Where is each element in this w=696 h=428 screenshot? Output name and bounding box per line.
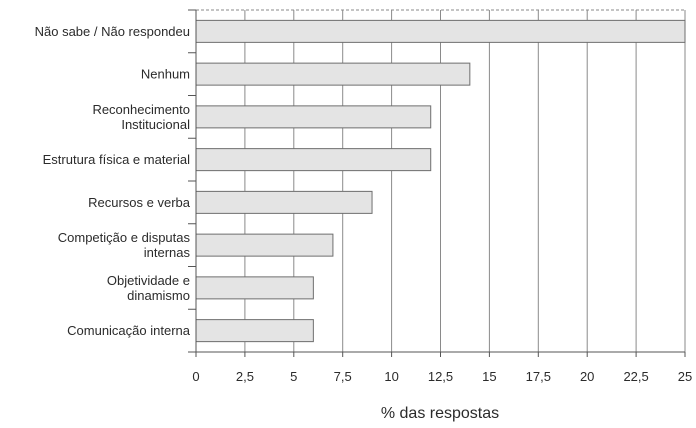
x-tick-label: 20	[580, 369, 594, 384]
axes	[188, 9, 686, 357]
category-label: Estrutura física e material	[43, 152, 190, 167]
x-tick-label: 5	[290, 369, 297, 384]
category-label: Nenhum	[141, 67, 190, 82]
bar	[195, 105, 432, 129]
bar	[195, 19, 686, 43]
x-tick-label: 17,5	[526, 369, 551, 384]
x-tick-label: 12,5	[428, 369, 453, 384]
x-tick-label: 25	[678, 369, 692, 384]
category-label: Objetividade e dinamismo	[107, 273, 190, 303]
category-label: Recursos e verba	[88, 195, 191, 210]
x-axis-title: % das respostas	[381, 405, 499, 422]
x-tick-labels: 0 2,5 5 7,5 10 12,5 15 17,5 20 22,5 25	[192, 369, 692, 384]
bar	[195, 148, 432, 172]
x-tick-label: 2,5	[236, 369, 254, 384]
x-tick-label: 7,5	[334, 369, 352, 384]
grid	[196, 9, 686, 352]
category-label: Competição e disputas internas	[58, 230, 191, 260]
x-tick-label: 0	[192, 369, 199, 384]
x-tick-label: 15	[482, 369, 496, 384]
bar	[195, 190, 373, 214]
category-labels: Não sabe / Não respondeu Nenhum Reconhecim…	[35, 24, 191, 338]
x-tick-label: 22,5	[623, 369, 648, 384]
bar	[195, 233, 334, 257]
bar	[195, 319, 314, 343]
category-label: Reconhecimento Institucional	[92, 102, 190, 132]
category-label: Não sabe / Não respondeu	[35, 24, 190, 39]
bar	[195, 276, 314, 300]
category-label: Comunicação interna	[67, 323, 191, 338]
x-tick-label: 10	[384, 369, 398, 384]
bar	[195, 62, 471, 86]
